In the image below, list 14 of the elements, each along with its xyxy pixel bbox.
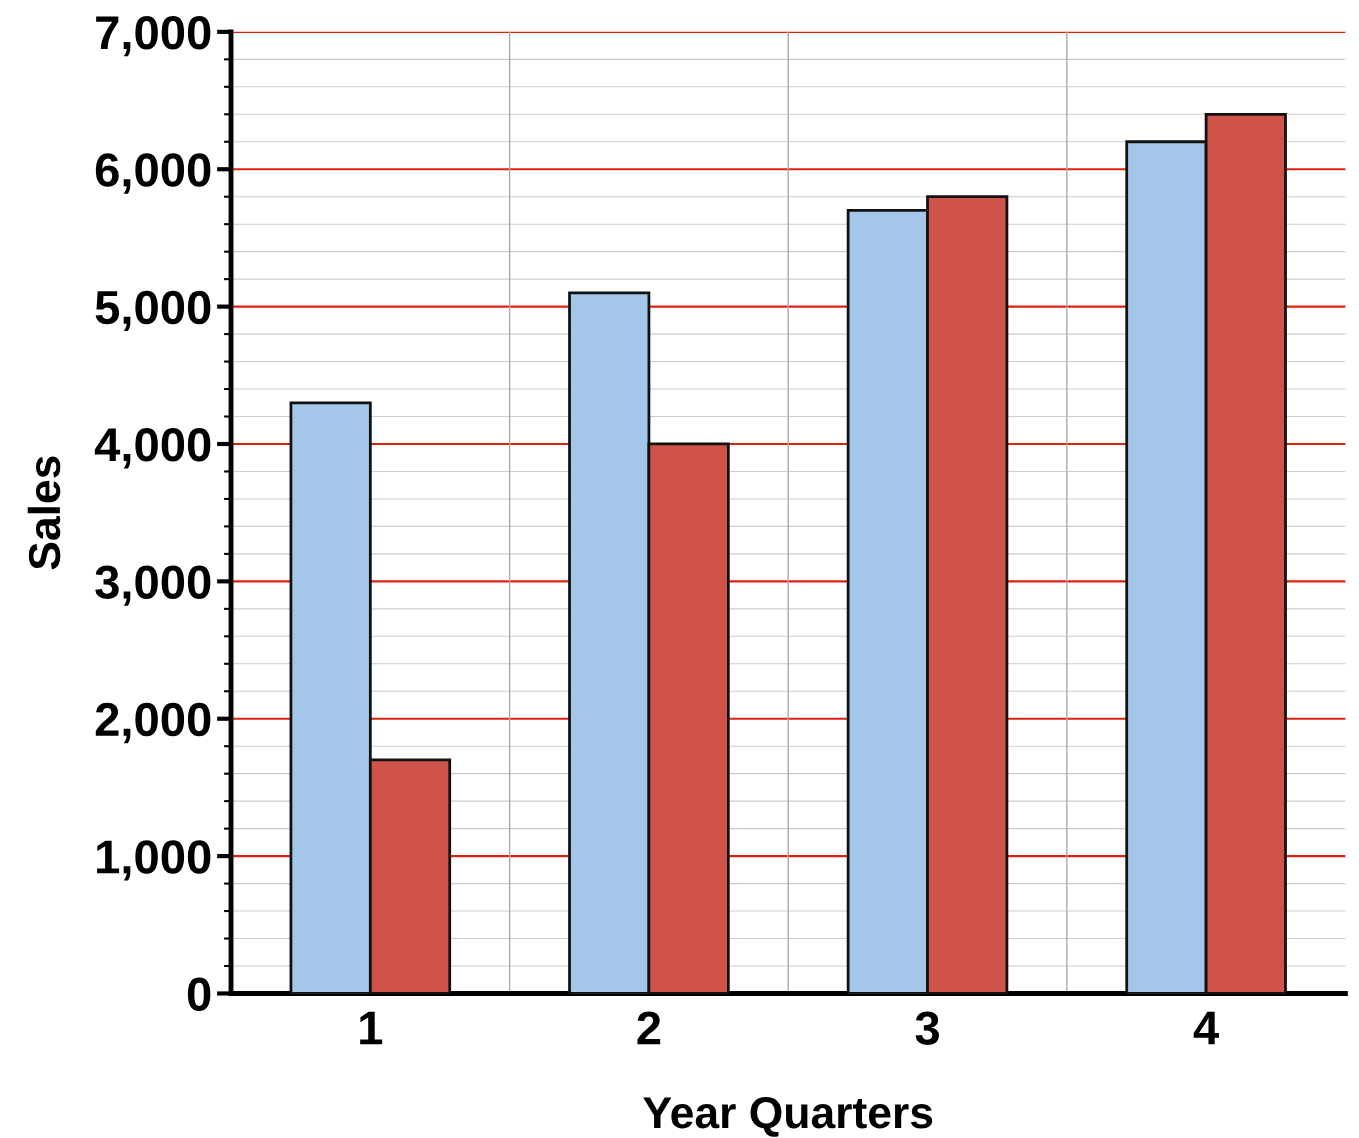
- y-tick-label: 5,000: [95, 290, 211, 332]
- x-tick-label: 4: [1193, 1011, 1219, 1045]
- y-axis-title: Sales: [27, 456, 61, 570]
- y-tick-label: 3,000: [95, 565, 211, 606]
- y-tick-label: 6,000: [95, 153, 211, 194]
- y-tick-label: 0: [187, 977, 211, 1012]
- x-axis-title: Year Quarters: [643, 1097, 933, 1137]
- y-tick-label: 2,000: [95, 702, 211, 744]
- x-tick-label: 2: [637, 1011, 661, 1045]
- x-tick-label: 3: [915, 1011, 939, 1045]
- y-tick-label: 4,000: [94, 428, 211, 469]
- y-tick-label: 1,000: [97, 840, 211, 881]
- y-tick-label: 7,000: [96, 16, 211, 57]
- x-tick-label: 1: [360, 1011, 383, 1045]
